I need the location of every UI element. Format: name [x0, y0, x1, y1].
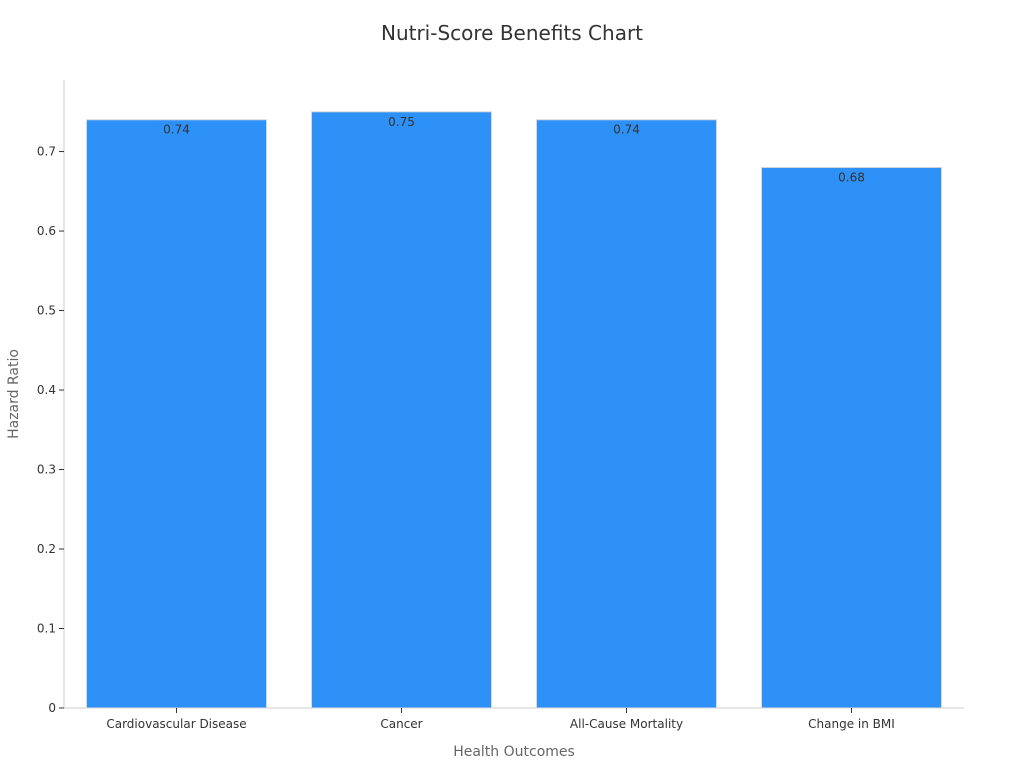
chart-title: Nutri-Score Benefits Chart: [381, 21, 643, 45]
data-label: 0.74: [613, 123, 640, 137]
x-tick-label: Cardiovascular Disease: [106, 717, 246, 731]
y-tick-label: 0.5: [37, 304, 56, 318]
plot-area: 0 0.1 0.2 0.3 0.4 0.5 0.6 0.7 0.74 Cardiovascular…: [37, 80, 964, 731]
y-tick-label: 0.2: [37, 542, 56, 556]
data-label: 0.68: [838, 170, 865, 184]
x-tick-label: All-Cause Mortality: [570, 717, 683, 731]
y-tick-label: 0.4: [37, 383, 56, 397]
y-tick-label: 0.3: [37, 463, 56, 477]
bar: [311, 111, 492, 709]
bar: [536, 119, 717, 709]
bar: [761, 166, 942, 709]
y-tick-label: 0: [48, 701, 56, 715]
x-tick-label: Cancer: [380, 717, 422, 731]
y-tick-label: 0.7: [37, 145, 56, 159]
y-tick-label: 0.6: [37, 224, 56, 238]
y-axis-label: Hazard Ratio: [6, 349, 22, 439]
data-label: 0.74: [163, 123, 190, 137]
bar: [86, 119, 267, 709]
data-label: 0.75: [388, 115, 415, 129]
y-tick-label: 0.1: [37, 622, 56, 636]
x-tick-label: Change in BMI: [808, 717, 895, 731]
x-axis-label: Health Outcomes: [453, 744, 575, 760]
